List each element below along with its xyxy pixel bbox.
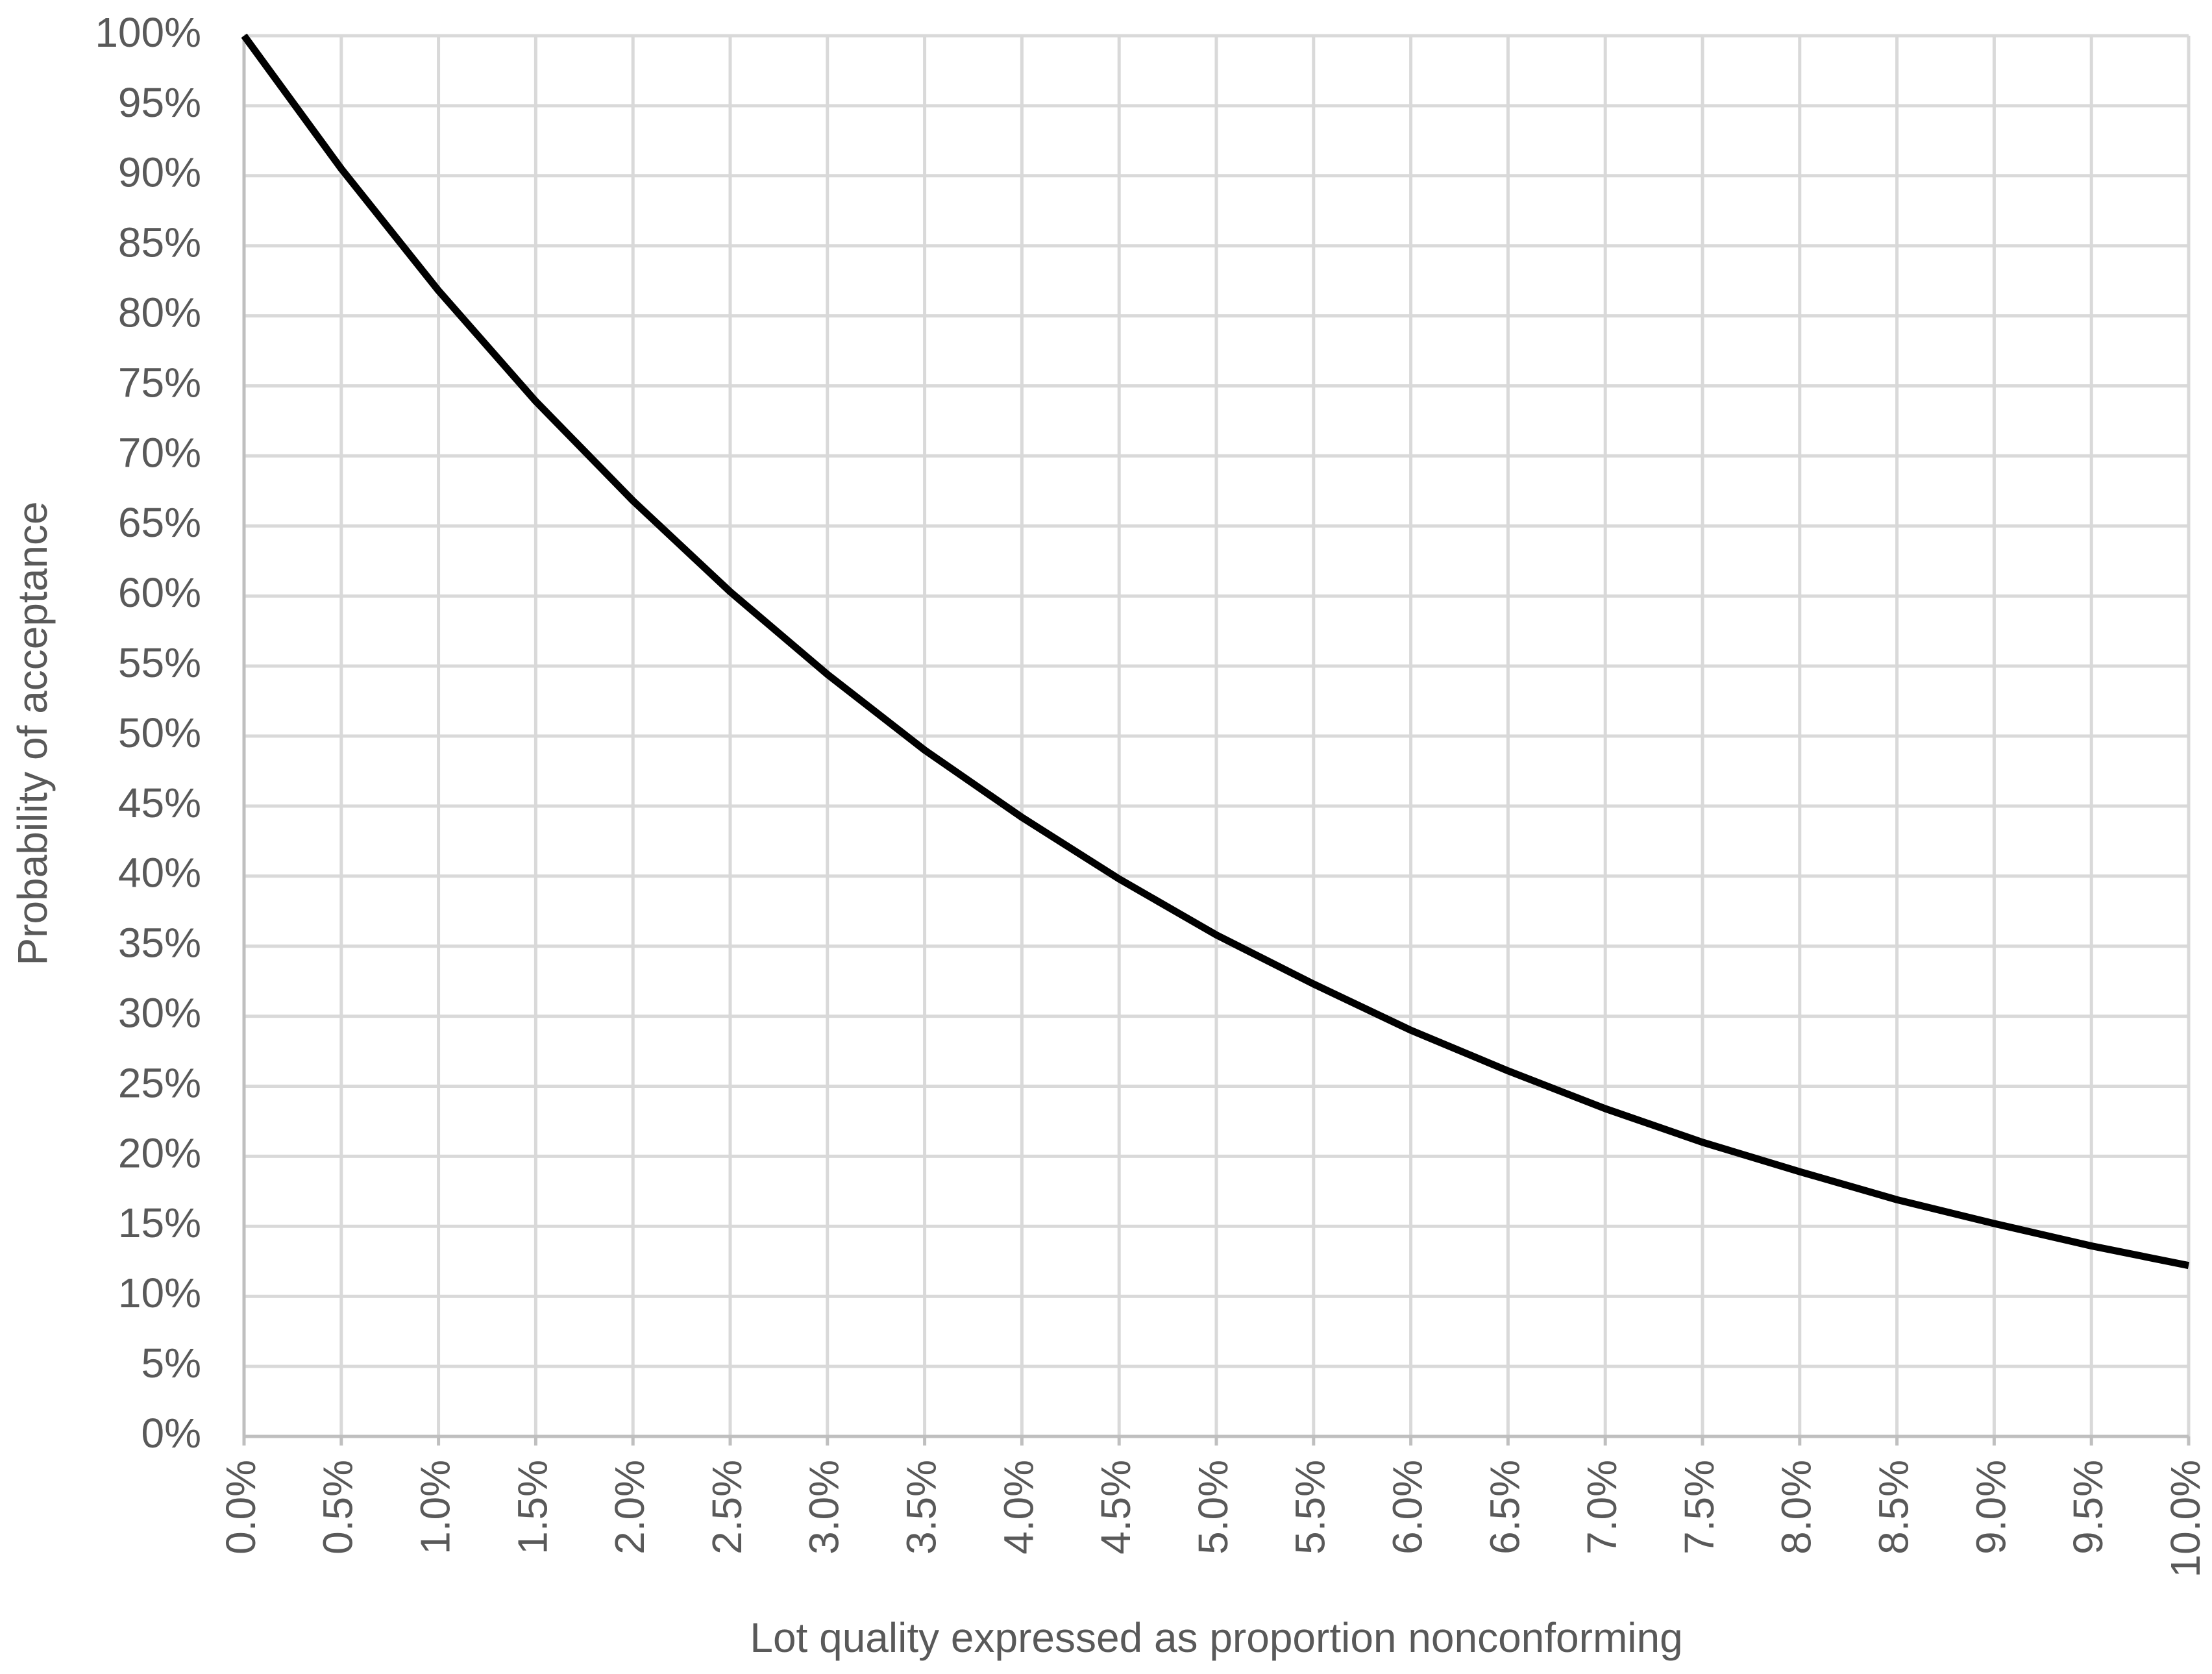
x-tick-label: 7.0% (1579, 1460, 1625, 1555)
x-tick-label: 8.5% (1871, 1460, 1917, 1555)
x-tick-label: 7.5% (1676, 1460, 1723, 1555)
y-tick-label: 25% (118, 1059, 201, 1106)
x-tick-label: 1.5% (509, 1460, 556, 1555)
axes (242, 36, 2191, 1446)
labels: 0% 5% 10% 15% 20% 25% 30% 35% 40% 45% 50% 55% 60% 65%… (95, 9, 2209, 1578)
y-tick-label: 90% (118, 149, 201, 196)
y-tick-label: 100% (95, 9, 201, 56)
x-tick-label: 6.0% (1384, 1460, 1431, 1555)
y-tick-label: 55% (118, 639, 201, 686)
y-tick-label: 5% (141, 1340, 202, 1386)
x-tick-label: 4.5% (1092, 1460, 1139, 1555)
x-tick-label: 4.0% (995, 1460, 1042, 1555)
y-tick-label: 85% (118, 219, 201, 266)
x-tick-label: 3.5% (898, 1460, 945, 1555)
y-tick-label: 60% (118, 569, 201, 616)
y-tick-label: 70% (118, 429, 201, 476)
x-tick-label: 5.5% (1287, 1460, 1334, 1555)
x-tick-label: 2.5% (704, 1460, 750, 1555)
y-tick-label: 40% (118, 850, 201, 896)
y-tick-label: 75% (118, 359, 201, 406)
y-tick-label: 65% (118, 499, 201, 546)
y-tick-label: 30% (118, 990, 201, 1037)
x-tick-label: 9.0% (1967, 1460, 2014, 1555)
y-tick-label: 50% (118, 709, 201, 756)
x-tick-label: 9.5% (2065, 1460, 2111, 1555)
x-tick-label: 8.0% (1773, 1460, 1820, 1555)
y-tick-label: 15% (118, 1200, 201, 1246)
x-tick-label: 0.0% (217, 1460, 264, 1555)
x-tick-label: 10.0% (2162, 1460, 2209, 1577)
x-tick-label: 6.5% (1481, 1460, 1528, 1555)
y-tick-label: 45% (118, 780, 201, 826)
y-tick-label: 10% (118, 1270, 201, 1316)
x-tick-label: 2.0% (606, 1460, 653, 1555)
marks (241, 33, 2190, 1270)
grid (242, 34, 2191, 1438)
x-tick-label: 1.0% (412, 1460, 459, 1555)
line-series (241, 33, 2190, 1270)
x-tick-label: 0.5% (315, 1460, 362, 1555)
x-tick-label: 5.0% (1190, 1460, 1236, 1555)
x-tick-label: 3.0% (801, 1460, 848, 1555)
y-axis-title: Probability of acceptance (9, 501, 56, 965)
y-tick-label: 35% (118, 920, 201, 966)
y-tick-label: 95% (118, 79, 201, 126)
x-axis-title: Lot quality expressed as proportion nonc… (750, 1614, 1682, 1661)
y-tick-label: 80% (118, 289, 201, 336)
y-tick-label: 20% (118, 1129, 201, 1176)
y-tick-label: 0% (141, 1410, 202, 1457)
